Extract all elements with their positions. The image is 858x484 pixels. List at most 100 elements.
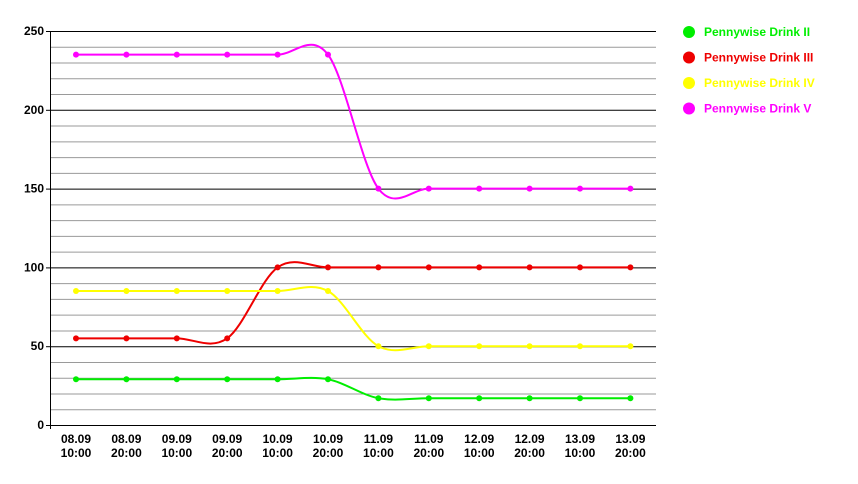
data-point xyxy=(224,335,231,342)
x-tick-date: 10.09 xyxy=(313,432,343,446)
data-point xyxy=(425,395,432,402)
x-tick-time: 10:00 xyxy=(363,446,394,460)
y-tick-label: 200 xyxy=(24,103,44,117)
legend-label: Pennywise Drink III xyxy=(704,51,813,65)
x-tick-label: 08.09 10:00 xyxy=(61,432,92,460)
x-tick-date: 10.09 xyxy=(263,432,293,446)
series-2 xyxy=(73,261,634,345)
legend-label: Pennywise Drink V xyxy=(704,102,811,116)
data-point xyxy=(173,51,180,58)
x-tick-date: 08.09 xyxy=(111,432,141,446)
x-tick-label: 09.09 20:00 xyxy=(212,432,243,460)
x-tick-date: 09.09 xyxy=(212,432,242,446)
x-tick-date: 12.09 xyxy=(464,432,494,446)
data-point xyxy=(627,395,634,402)
series-3 xyxy=(73,286,634,352)
y-tick-label: 50 xyxy=(31,339,45,353)
data-point xyxy=(274,376,281,383)
data-point xyxy=(73,51,79,58)
data-point xyxy=(526,343,533,350)
series-line xyxy=(75,376,631,401)
data-point xyxy=(173,335,180,342)
data-point xyxy=(224,376,231,383)
data-point xyxy=(224,288,231,295)
legend-marker xyxy=(683,26,695,38)
data-point xyxy=(224,51,231,58)
data-point xyxy=(627,185,634,192)
data-point xyxy=(526,264,533,271)
x-tick-time: 20:00 xyxy=(313,446,344,460)
legend-label: Pennywise Drink IV xyxy=(704,76,815,90)
legend-marker xyxy=(683,102,695,115)
y-tick-label: 250 xyxy=(24,24,44,38)
x-tick-time: 10:00 xyxy=(161,446,192,460)
series-line xyxy=(75,286,631,352)
x-tick-time: 20:00 xyxy=(615,446,646,460)
x-tick-date: 11.09 xyxy=(414,432,444,446)
series-1 xyxy=(73,376,634,402)
legend-marker xyxy=(683,77,695,89)
data-point xyxy=(476,264,483,271)
data-point xyxy=(577,264,583,271)
x-tick-time: 10:00 xyxy=(61,446,92,460)
data-point xyxy=(375,343,382,350)
x-tick-label: 10.09 10:00 xyxy=(262,432,293,460)
x-tick-date: 12.09 xyxy=(515,432,545,446)
data-point xyxy=(425,343,432,350)
grid-lines xyxy=(50,31,656,411)
series-lines xyxy=(73,43,634,402)
x-tick-date: 09.09 xyxy=(162,432,192,446)
data-point xyxy=(476,395,483,402)
series-4 xyxy=(73,43,634,200)
data-point xyxy=(375,185,382,192)
data-point xyxy=(526,395,533,402)
data-point xyxy=(375,264,382,271)
x-tick-time: 10:00 xyxy=(464,446,495,460)
x-tick-date: 11.09 xyxy=(364,432,394,446)
legend-label: Pennywise Drink II xyxy=(704,25,810,39)
data-point xyxy=(173,288,180,295)
data-point xyxy=(73,376,79,383)
series-line xyxy=(75,43,631,200)
data-point xyxy=(627,343,634,350)
data-point xyxy=(375,395,382,402)
data-point xyxy=(577,185,583,192)
data-point xyxy=(123,288,130,295)
x-tick-label: 11.09 10:00 xyxy=(363,432,394,460)
data-point xyxy=(526,185,533,192)
x-tick-label: 08.09 20:00 xyxy=(111,432,142,460)
y-tick-labels: 0 50 100 150 200 250 xyxy=(24,24,50,432)
y-tick-label: 100 xyxy=(24,260,44,274)
axes xyxy=(46,31,656,429)
data-point xyxy=(73,288,79,295)
data-point xyxy=(274,288,281,295)
y-tick-label: 0 xyxy=(37,418,44,432)
x-tick-label: 10.09 20:00 xyxy=(313,432,344,460)
legend: Pennywise Drink II Pennywise Drink III Pen… xyxy=(683,25,815,116)
x-tick-date: 13.09 xyxy=(615,432,645,446)
x-tick-time: 10:00 xyxy=(565,446,596,460)
data-point xyxy=(325,51,331,58)
data-point xyxy=(627,264,634,271)
data-point xyxy=(325,376,331,383)
x-tick-time: 20:00 xyxy=(212,446,243,460)
data-point xyxy=(123,51,130,58)
x-tick-label: 09.09 10:00 xyxy=(161,432,192,460)
x-tick-label: 12.09 10:00 xyxy=(464,432,495,460)
x-tick-time: 20:00 xyxy=(514,446,545,460)
data-point xyxy=(577,395,583,402)
y-tick-label: 150 xyxy=(24,182,44,196)
x-tick-date: 13.09 xyxy=(565,432,595,446)
x-tick-time: 20:00 xyxy=(111,446,142,460)
x-tick-label: 13.09 20:00 xyxy=(615,432,646,460)
data-point xyxy=(476,185,483,192)
data-point xyxy=(173,376,180,383)
data-point xyxy=(73,335,79,342)
x-tick-label: 12.09 20:00 xyxy=(514,432,545,460)
data-point xyxy=(425,264,432,271)
data-point xyxy=(325,264,331,271)
data-point xyxy=(577,343,583,350)
x-tick-time: 20:00 xyxy=(413,446,444,460)
